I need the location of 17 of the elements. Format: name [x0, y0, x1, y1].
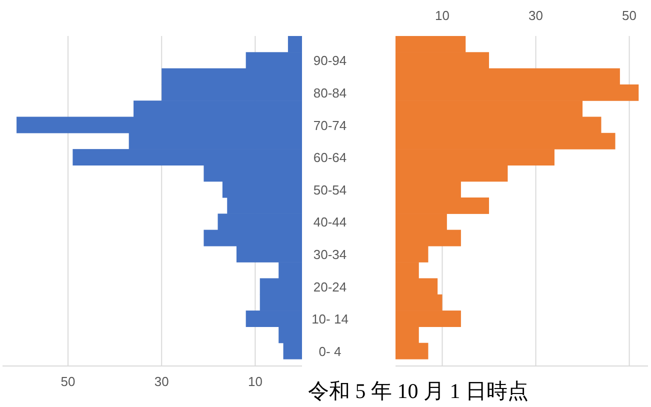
y-tick-label: 30-34: [313, 247, 347, 262]
x-tick-label: 10: [435, 8, 450, 23]
text: 令和 5 年 10 月 1 日時点: [308, 379, 528, 403]
y-tick-label: 20-24: [313, 279, 347, 294]
y-tick-label: 80-84: [313, 86, 347, 101]
x-tick-label: 10: [248, 374, 262, 389]
x-tick-label: 30: [154, 374, 169, 389]
y-tick-label: 90-94: [313, 53, 347, 68]
y-tick-label: 0- 4: [318, 344, 342, 359]
x-tick-label: 50: [60, 374, 76, 389]
x-tick-label: 30: [528, 8, 544, 23]
y-tick-label: 50-54: [313, 182, 347, 198]
y-tick-label: 70-74: [313, 118, 347, 133]
y-tick-label: 10- 14: [312, 312, 348, 327]
y-tick-label: 60-64: [313, 150, 347, 166]
y-tick-label: 40-44: [313, 214, 347, 230]
x-tick-label: 50: [622, 8, 637, 23]
